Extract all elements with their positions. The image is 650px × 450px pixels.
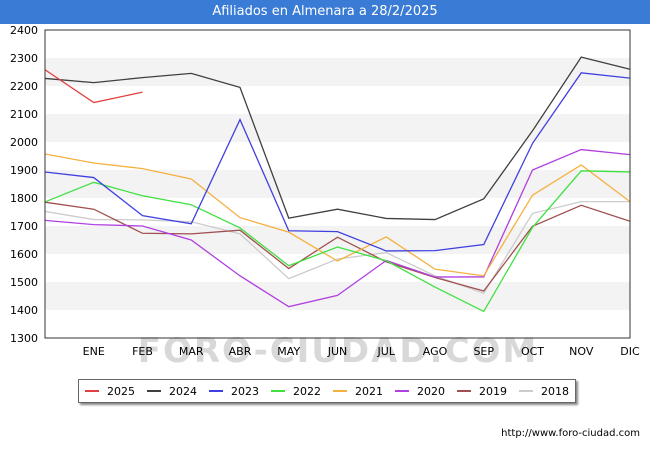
x-tick-label: DIC (620, 345, 640, 358)
grid-band (45, 86, 630, 114)
series-line-2023 (44, 72, 631, 252)
y-tick-label: 1700 (10, 220, 38, 233)
x-axis: ENE FEB MAR ABR MAY JUN JUL AGO SEP OCT NOV DIC (83, 345, 640, 358)
legend-swatch (85, 390, 99, 392)
legend-swatch (147, 390, 161, 392)
legend-swatch (395, 390, 409, 392)
legend-label: 2024 (169, 384, 197, 398)
legend-item-2018: 2018 (519, 385, 569, 398)
x-tick-label: MAY (277, 345, 300, 358)
y-tick-label: 1400 (10, 304, 38, 317)
x-tick-label: JUN (327, 345, 348, 358)
legend-item-2022: 2022 (271, 385, 321, 398)
grid-bands (45, 30, 630, 338)
grid-band (45, 114, 630, 142)
legend-swatch (271, 390, 285, 392)
legend-swatch (333, 390, 347, 392)
legend-label: 2021 (355, 384, 383, 398)
legend-swatch (209, 390, 223, 392)
x-tick-label: JUL (377, 345, 396, 358)
series-line-2018 (44, 200, 630, 294)
grid-band (45, 170, 630, 198)
y-tick-label: 1900 (10, 164, 38, 177)
x-tick-label: NOV (569, 345, 594, 358)
grid-band (45, 198, 630, 226)
grid-band (45, 142, 630, 170)
y-tick-label: 2300 (10, 52, 38, 65)
series-line-2021 (44, 153, 631, 277)
legend-swatch (457, 390, 471, 392)
legend-label: 2020 (417, 384, 445, 398)
grid-band (45, 254, 630, 282)
x-tick-label: SEP (473, 345, 494, 358)
y-tick-label: 1500 (10, 276, 38, 289)
series-line-2025 (44, 69, 143, 104)
y-tick-label: 2100 (10, 108, 38, 121)
x-tick-label: AGO (423, 345, 448, 358)
y-tick-label: 2200 (10, 80, 38, 93)
grid-band (45, 226, 630, 254)
grid-band (45, 58, 630, 86)
legend-item-2020: 2020 (395, 385, 445, 398)
legend-label: 2018 (541, 384, 569, 398)
legend-item-2025: 2025 (85, 385, 135, 398)
plot-frame (44, 29, 631, 339)
grid-band (45, 310, 630, 338)
grid-band (45, 30, 630, 58)
y-tick-label: 1600 (10, 248, 38, 261)
y-tick-label: 1300 (10, 332, 38, 345)
legend-swatch (519, 390, 533, 392)
legend-item-2021: 2021 (333, 385, 383, 398)
x-tick-label: ENE (83, 345, 105, 358)
series-line-2019 (44, 201, 631, 292)
series-line-2024 (44, 56, 631, 221)
y-tick-label: 2400 (10, 24, 38, 37)
legend-item-2023: 2023 (209, 385, 259, 398)
x-tick-label: OCT (521, 345, 544, 358)
legend-label: 2022 (293, 384, 321, 398)
legend: 2025 2024 2023 2022 2021 2020 2019 2018 (78, 379, 576, 403)
x-tick-label: MAR (179, 345, 204, 358)
x-tick-label: ABR (229, 345, 252, 358)
legend-label: 2025 (107, 384, 135, 398)
x-tick-label: FEB (132, 345, 153, 358)
footer-url: http://www.foro-ciudad.com (501, 428, 640, 439)
legend-item-2024: 2024 (147, 385, 197, 398)
y-tick-label: 1800 (10, 192, 38, 205)
series-lines (44, 56, 631, 313)
series-line-2022 (44, 170, 631, 313)
legend-label: 2023 (231, 384, 259, 398)
legend-label: 2019 (479, 384, 507, 398)
legend-item-2019: 2019 (457, 385, 507, 398)
chart-title: Afiliados en Almenara a 28/2/2025 (0, 0, 650, 24)
y-axis: 1300 1400 1500 1600 1700 1800 1900 2000 2100 2200… (10, 24, 38, 345)
y-tick-label: 2000 (10, 136, 38, 149)
series-line-2020 (44, 148, 631, 308)
